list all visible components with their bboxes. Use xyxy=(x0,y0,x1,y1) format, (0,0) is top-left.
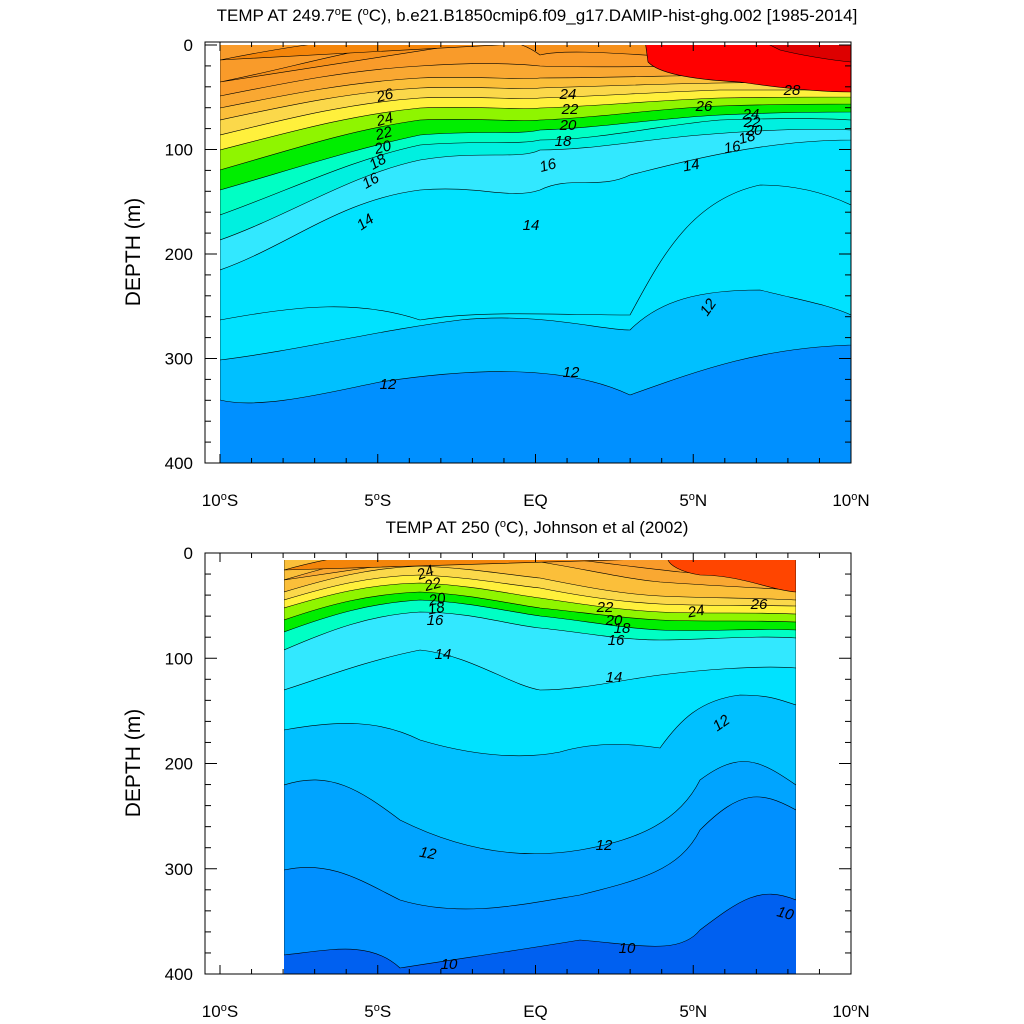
y-tick-label: 200 xyxy=(165,755,193,774)
contour-label: 14 xyxy=(435,646,452,663)
contour-label: 14 xyxy=(682,156,701,176)
contour-label: 16 xyxy=(538,155,559,176)
contour-label: 26 xyxy=(374,85,396,106)
contour-label: 10 xyxy=(775,903,796,924)
x-tick-label: EQ xyxy=(523,491,548,510)
contour-label: 22 xyxy=(561,101,579,118)
panel-top-ticks: 10oS 5oS EQ 5oN 10oN 0 100 200 300 400 xyxy=(165,36,870,510)
contour-label: 16 xyxy=(427,612,444,629)
band-28 xyxy=(645,45,851,93)
contour-label: 14 xyxy=(606,669,623,686)
contour-label: 18 xyxy=(555,133,572,150)
y-tick-label: 200 xyxy=(165,245,193,264)
contour-label: 12 xyxy=(563,364,580,381)
x-tick-label: 5oN xyxy=(679,491,707,510)
contour-label: 10 xyxy=(441,956,458,973)
x-tick-label: 5oN xyxy=(679,1002,707,1021)
contour-label: 20 xyxy=(559,117,577,134)
x-tick-label: EQ xyxy=(523,1002,548,1021)
y-tick-label: 300 xyxy=(165,350,193,369)
contour-label: 20 xyxy=(745,122,763,139)
contour-label: 22 xyxy=(373,123,395,144)
x-tick-label: 10oN xyxy=(832,1002,869,1021)
y-tick-label: 0 xyxy=(184,36,193,55)
x-tick-label: 10oS xyxy=(202,1002,238,1021)
contour-label: 24 xyxy=(414,562,436,584)
contour-label: 26 xyxy=(750,596,768,613)
contour-label: 16 xyxy=(608,632,625,649)
panel-top-contours xyxy=(220,45,851,463)
contour-label: 12 xyxy=(418,844,438,864)
panel-top-frame xyxy=(204,41,852,464)
panel-bottom-contours xyxy=(284,560,796,974)
y-tick-label: 0 xyxy=(184,544,193,563)
panel-bottom-title: TEMP AT 250 (oC), Johnson et al (2002) xyxy=(386,518,689,537)
contour-label: 16 xyxy=(723,138,743,158)
panel-bottom: TEMP AT 250 (oC), Johnson et al (2002) 2… xyxy=(122,518,870,1021)
panel-bottom-ticks: 10oS 5oS EQ 5oN 10oN 0 100 200 300 400 xyxy=(165,544,870,1021)
panel-top: TEMP AT 249.7oE (oC), b.e21.B1850cmip6.f… xyxy=(122,6,870,510)
contour-label: 22 xyxy=(422,574,444,595)
contour-label: 22 xyxy=(743,114,761,131)
y-tick-label: 400 xyxy=(165,965,193,984)
panel-bottom-contour-labels: 24 22 20 18 16 14 22 20 18 16 14 24 26 1… xyxy=(414,562,796,973)
contour-label: 24 xyxy=(559,86,577,103)
panel-top-title: TEMP AT 249.7oE (oC), b.e21.B1850cmip6.f… xyxy=(217,6,858,25)
panel-top-contour-labels: 26 24 22 20 18 16 14 24 22 20 18 16 14 2… xyxy=(354,82,801,393)
contour-label: 14 xyxy=(523,217,540,234)
contour-label: 20 xyxy=(427,590,448,610)
x-tick-label: 10oS xyxy=(202,491,238,510)
panel-bottom-ylabel: DEPTH (m) xyxy=(122,709,145,818)
y-tick-label: 300 xyxy=(165,860,193,879)
contour-label: 26 xyxy=(695,98,713,115)
contour-label: 16 xyxy=(359,169,383,192)
contour-label: 22 xyxy=(596,599,614,616)
contour-label: 12 xyxy=(380,376,397,393)
contour-label: 24 xyxy=(686,602,706,622)
y-tick-label: 100 xyxy=(165,141,193,160)
x-tick-label: 10oN xyxy=(832,491,869,510)
x-tick-label: 5oS xyxy=(364,491,391,510)
panel-top-ylabel: DEPTH (m) xyxy=(122,198,145,307)
contour-label: 18 xyxy=(366,150,390,173)
y-tick-label: 400 xyxy=(165,454,193,473)
contour-label: 24 xyxy=(742,106,760,123)
contour-label: 28 xyxy=(783,82,801,99)
contour-label: 14 xyxy=(354,211,377,234)
contour-label: 12 xyxy=(596,837,613,854)
contour-label: 24 xyxy=(374,109,395,130)
contour-label: 20 xyxy=(605,612,623,629)
band-b-26 xyxy=(667,560,796,593)
y-tick-label: 100 xyxy=(165,649,193,668)
contour-label: 18 xyxy=(427,599,447,619)
contour-label: 20 xyxy=(372,137,394,158)
contour-label: 18 xyxy=(737,127,758,148)
x-tick-label: 5oS xyxy=(364,1002,391,1021)
contour-label: 10 xyxy=(619,940,636,957)
contour-label: 18 xyxy=(614,620,631,637)
